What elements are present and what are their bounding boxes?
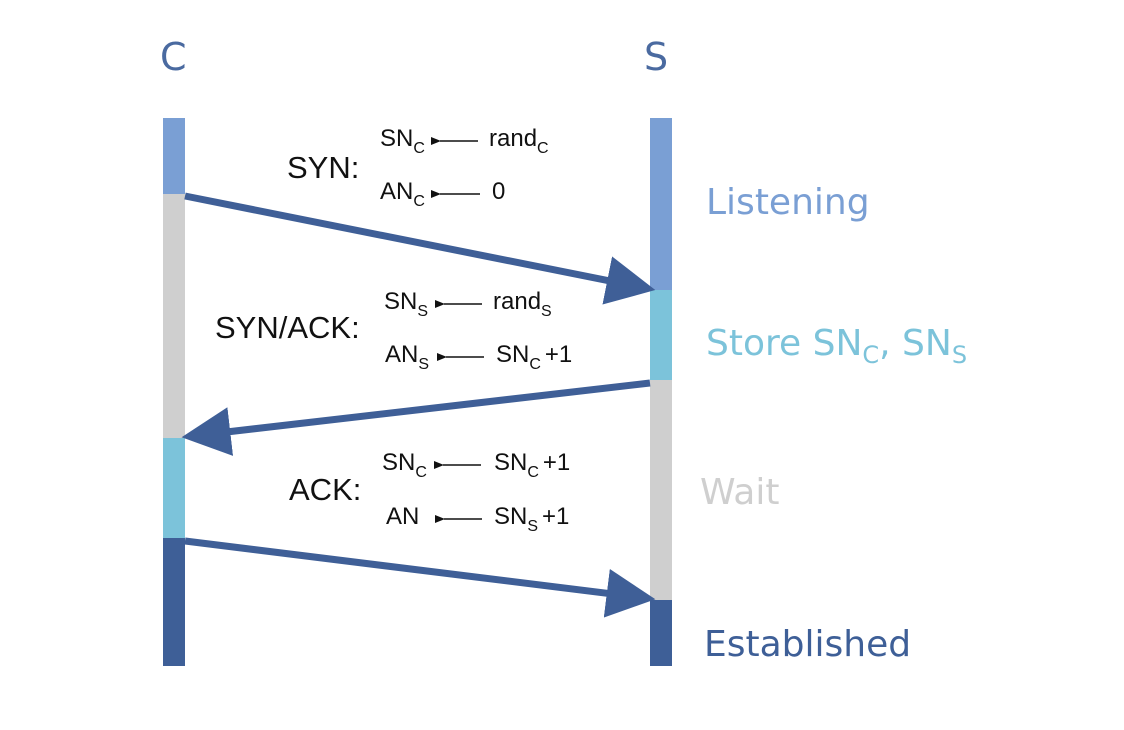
state-listening: Listening bbox=[706, 182, 870, 223]
syn-line-an: ANC 0 bbox=[380, 178, 505, 210]
syn-sn-rhs: randC bbox=[489, 125, 549, 157]
syn-sn-lhs: SNC bbox=[380, 125, 425, 157]
client-segment-store bbox=[163, 438, 185, 538]
synack-arrow bbox=[181, 379, 651, 456]
server-segment-established bbox=[650, 600, 672, 666]
ack-line-an: AN SNS +1 bbox=[386, 503, 569, 535]
ack-an-lhs: AN bbox=[386, 503, 419, 530]
ack-arrow bbox=[184, 537, 656, 618]
ack-an-rhs: SNS +1 bbox=[494, 503, 569, 535]
ack-sn-rhs: SNC +1 bbox=[494, 449, 570, 481]
state-wait: Wait bbox=[700, 472, 779, 513]
server-segment-listening bbox=[650, 118, 672, 290]
client-host-label: C bbox=[160, 35, 187, 79]
syn-an-lhs: ANC bbox=[380, 178, 425, 210]
synack-line-an: ANS SNC +1 bbox=[385, 341, 572, 373]
client-segment-established bbox=[163, 538, 185, 666]
ack-line-sn: SNC SNC +1 bbox=[382, 449, 570, 481]
ack-sn-lhs: SNC bbox=[382, 449, 427, 481]
synack-an-rhs: SNC +1 bbox=[496, 341, 572, 373]
client-segment-initial bbox=[163, 118, 185, 194]
syn-an-rhs: 0 bbox=[492, 178, 505, 205]
syn-line-sn: SNC randC bbox=[380, 125, 549, 157]
syn-label: SYN: bbox=[287, 150, 359, 185]
synack-label: SYN/ACK: bbox=[215, 310, 360, 345]
server-host-label: S bbox=[644, 35, 668, 79]
syn-arrow bbox=[184, 192, 656, 305]
synack-an-lhs: ANS bbox=[385, 341, 429, 373]
client-segment-wait bbox=[163, 194, 185, 438]
synack-sn-lhs: SNS bbox=[384, 288, 428, 320]
state-store: Store SNC, SNS bbox=[706, 323, 967, 369]
synack-sn-rhs: randS bbox=[493, 288, 552, 320]
server-segment-wait bbox=[650, 380, 672, 600]
state-established: Established bbox=[704, 624, 911, 665]
server-segment-store bbox=[650, 290, 672, 380]
synack-line-sn: SNS randS bbox=[384, 288, 552, 320]
ack-label: ACK: bbox=[289, 472, 361, 507]
